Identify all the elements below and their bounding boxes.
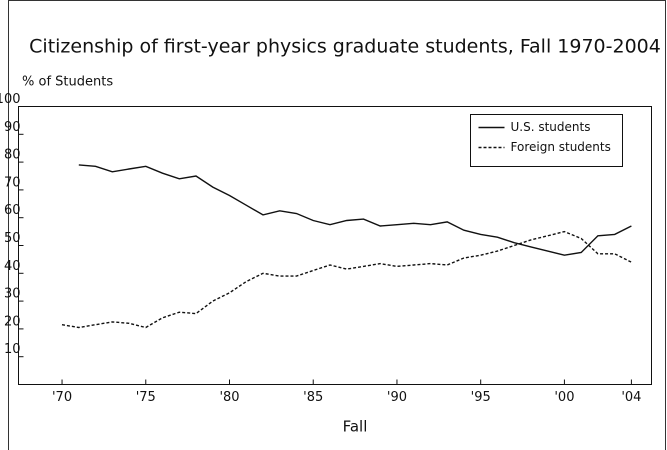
x-tick-label: '90 <box>387 390 407 405</box>
frame <box>8 0 666 450</box>
legend-label: U.S. students <box>511 120 591 134</box>
y-tick-label: 70 <box>4 175 21 190</box>
y-tick-label: 50 <box>4 231 21 246</box>
chart-title: Citizenship of first-year physics gradua… <box>29 36 661 58</box>
x-tick-label: '80 <box>219 390 239 405</box>
x-tick-label: '85 <box>303 390 323 405</box>
y-tick-label: 100 <box>0 92 21 107</box>
x-tick-label: '00 <box>554 390 574 405</box>
line <box>78 164 632 256</box>
y-tick-label: 20 <box>4 314 21 329</box>
x-tick-label: '75 <box>136 390 156 405</box>
y-tick-label: 10 <box>4 342 21 357</box>
legend-label: Foreign students <box>511 140 611 154</box>
x-axis-label: Fall <box>343 418 368 436</box>
x-tick-label: '04 <box>621 390 641 405</box>
y-axis-label: % of Students <box>22 75 113 90</box>
x-tick-label: '70 <box>52 390 72 405</box>
y-tick-label: 40 <box>4 259 21 274</box>
y-tick-label: 80 <box>4 148 21 163</box>
x-tick-label: '95 <box>471 390 491 405</box>
line <box>61 230 632 329</box>
y-tick-label: 60 <box>4 203 21 218</box>
legend-box <box>470 114 623 167</box>
y-tick-label: 30 <box>4 287 21 302</box>
y-tick-label: 90 <box>4 120 21 135</box>
